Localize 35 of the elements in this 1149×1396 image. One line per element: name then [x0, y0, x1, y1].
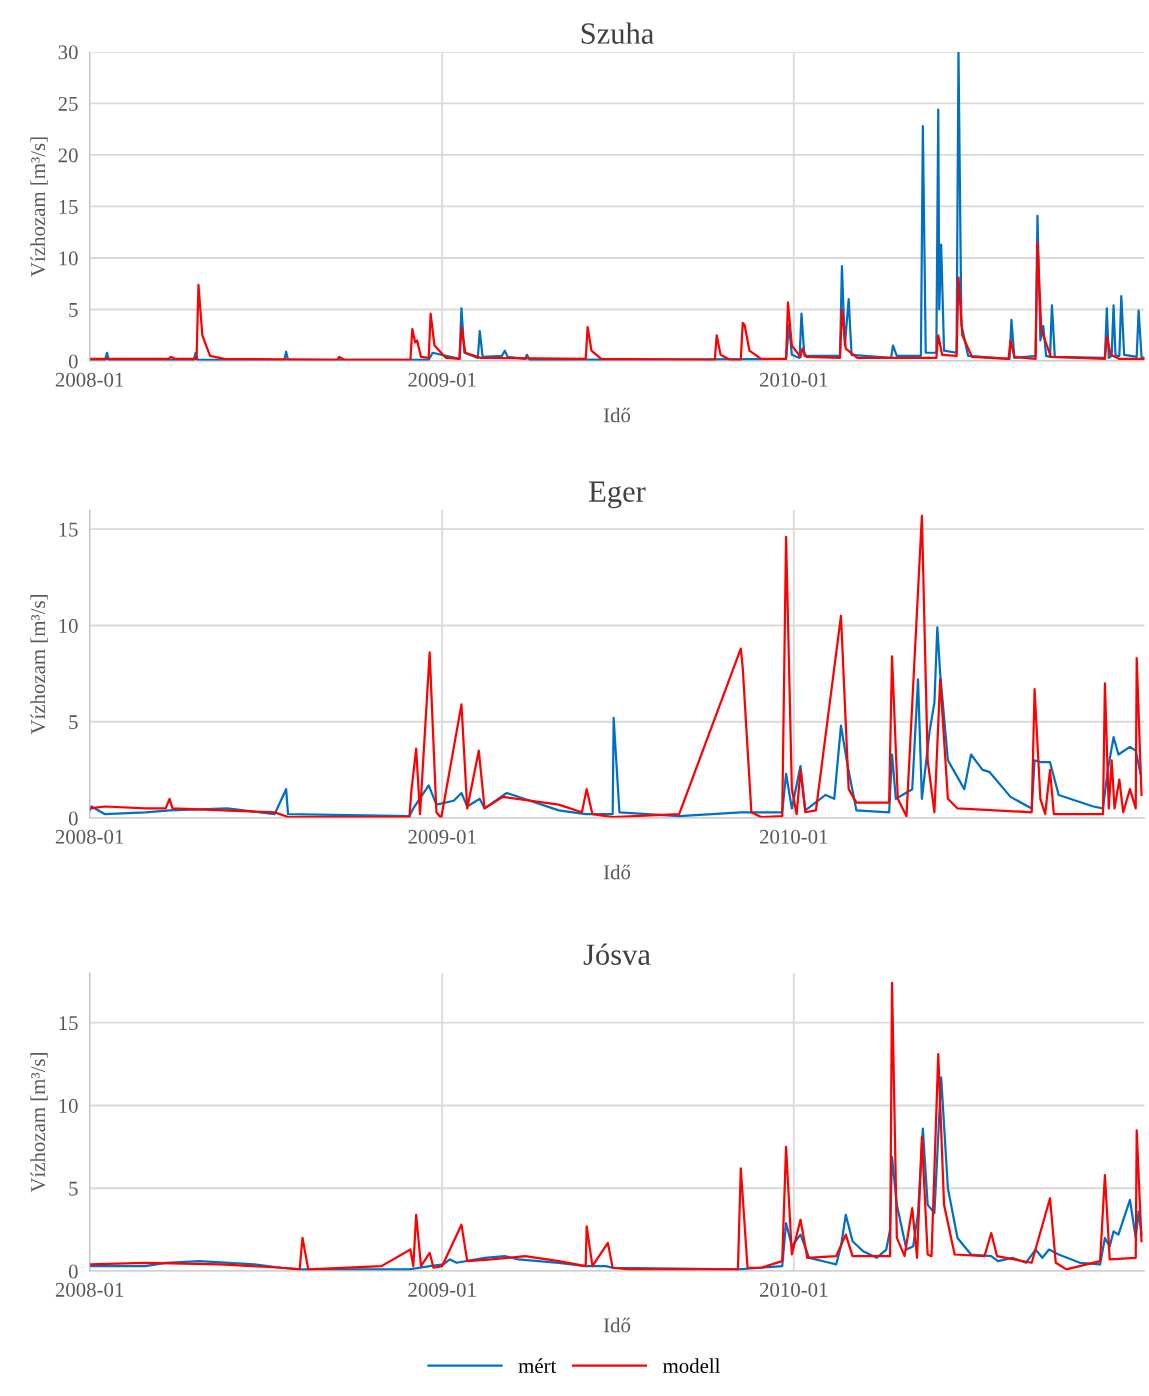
y-tick-label: 0 — [68, 1264, 78, 1279]
legend-label: modell — [663, 1358, 721, 1374]
x-tick-label: 2010-01 — [759, 829, 828, 844]
x-tick-label: 2009-01 — [408, 829, 476, 844]
x-tick-label: 2010-01 — [759, 372, 828, 387]
y-axis-title: Vízhozam [m³/s] — [30, 1053, 48, 1193]
y-tick-label: 10 — [59, 251, 78, 266]
y-axis-title: Vízhozam [m³/s] — [30, 137, 48, 277]
y-tick-label: 10 — [59, 618, 78, 633]
x-tick-label: 2008-01 — [55, 372, 124, 387]
y-tick-label: 15 — [59, 1016, 78, 1031]
y-tick-label: 5 — [69, 303, 78, 317]
x-tick-label: 2009-01 — [408, 1282, 476, 1297]
y-tick-label: 15 — [59, 199, 78, 214]
chart-title: Jósva — [583, 943, 651, 965]
y-tick-label: 30 — [58, 45, 78, 60]
y-tick-label: 20 — [58, 148, 78, 163]
x-tick-label: 2009-01 — [408, 372, 476, 387]
y-tick-label: 10 — [59, 1098, 78, 1113]
y-tick-label: 0 — [68, 354, 78, 369]
y-axis-title: Vízhozam [m³/s] — [30, 595, 48, 735]
x-tick-label: 2010-01 — [759, 1282, 828, 1297]
y-tick-label: 15 — [59, 522, 78, 537]
y-tick-label: 5 — [69, 1181, 78, 1196]
y-tick-label: 5 — [69, 715, 78, 730]
chart-title: Szuha — [581, 22, 654, 44]
chart-title: Eger — [589, 481, 646, 509]
y-tick-label: 25 — [58, 96, 78, 111]
x-tick-label: 2008-01 — [55, 1282, 124, 1297]
x-axis-title: Idő — [603, 407, 631, 423]
y-tick-label: 0 — [68, 811, 78, 826]
x-axis-title: Idő — [603, 1317, 631, 1333]
x-tick-label: 2008-01 — [55, 829, 124, 844]
x-axis-title: Idő — [603, 864, 631, 880]
legend-label: mért — [518, 1358, 557, 1374]
